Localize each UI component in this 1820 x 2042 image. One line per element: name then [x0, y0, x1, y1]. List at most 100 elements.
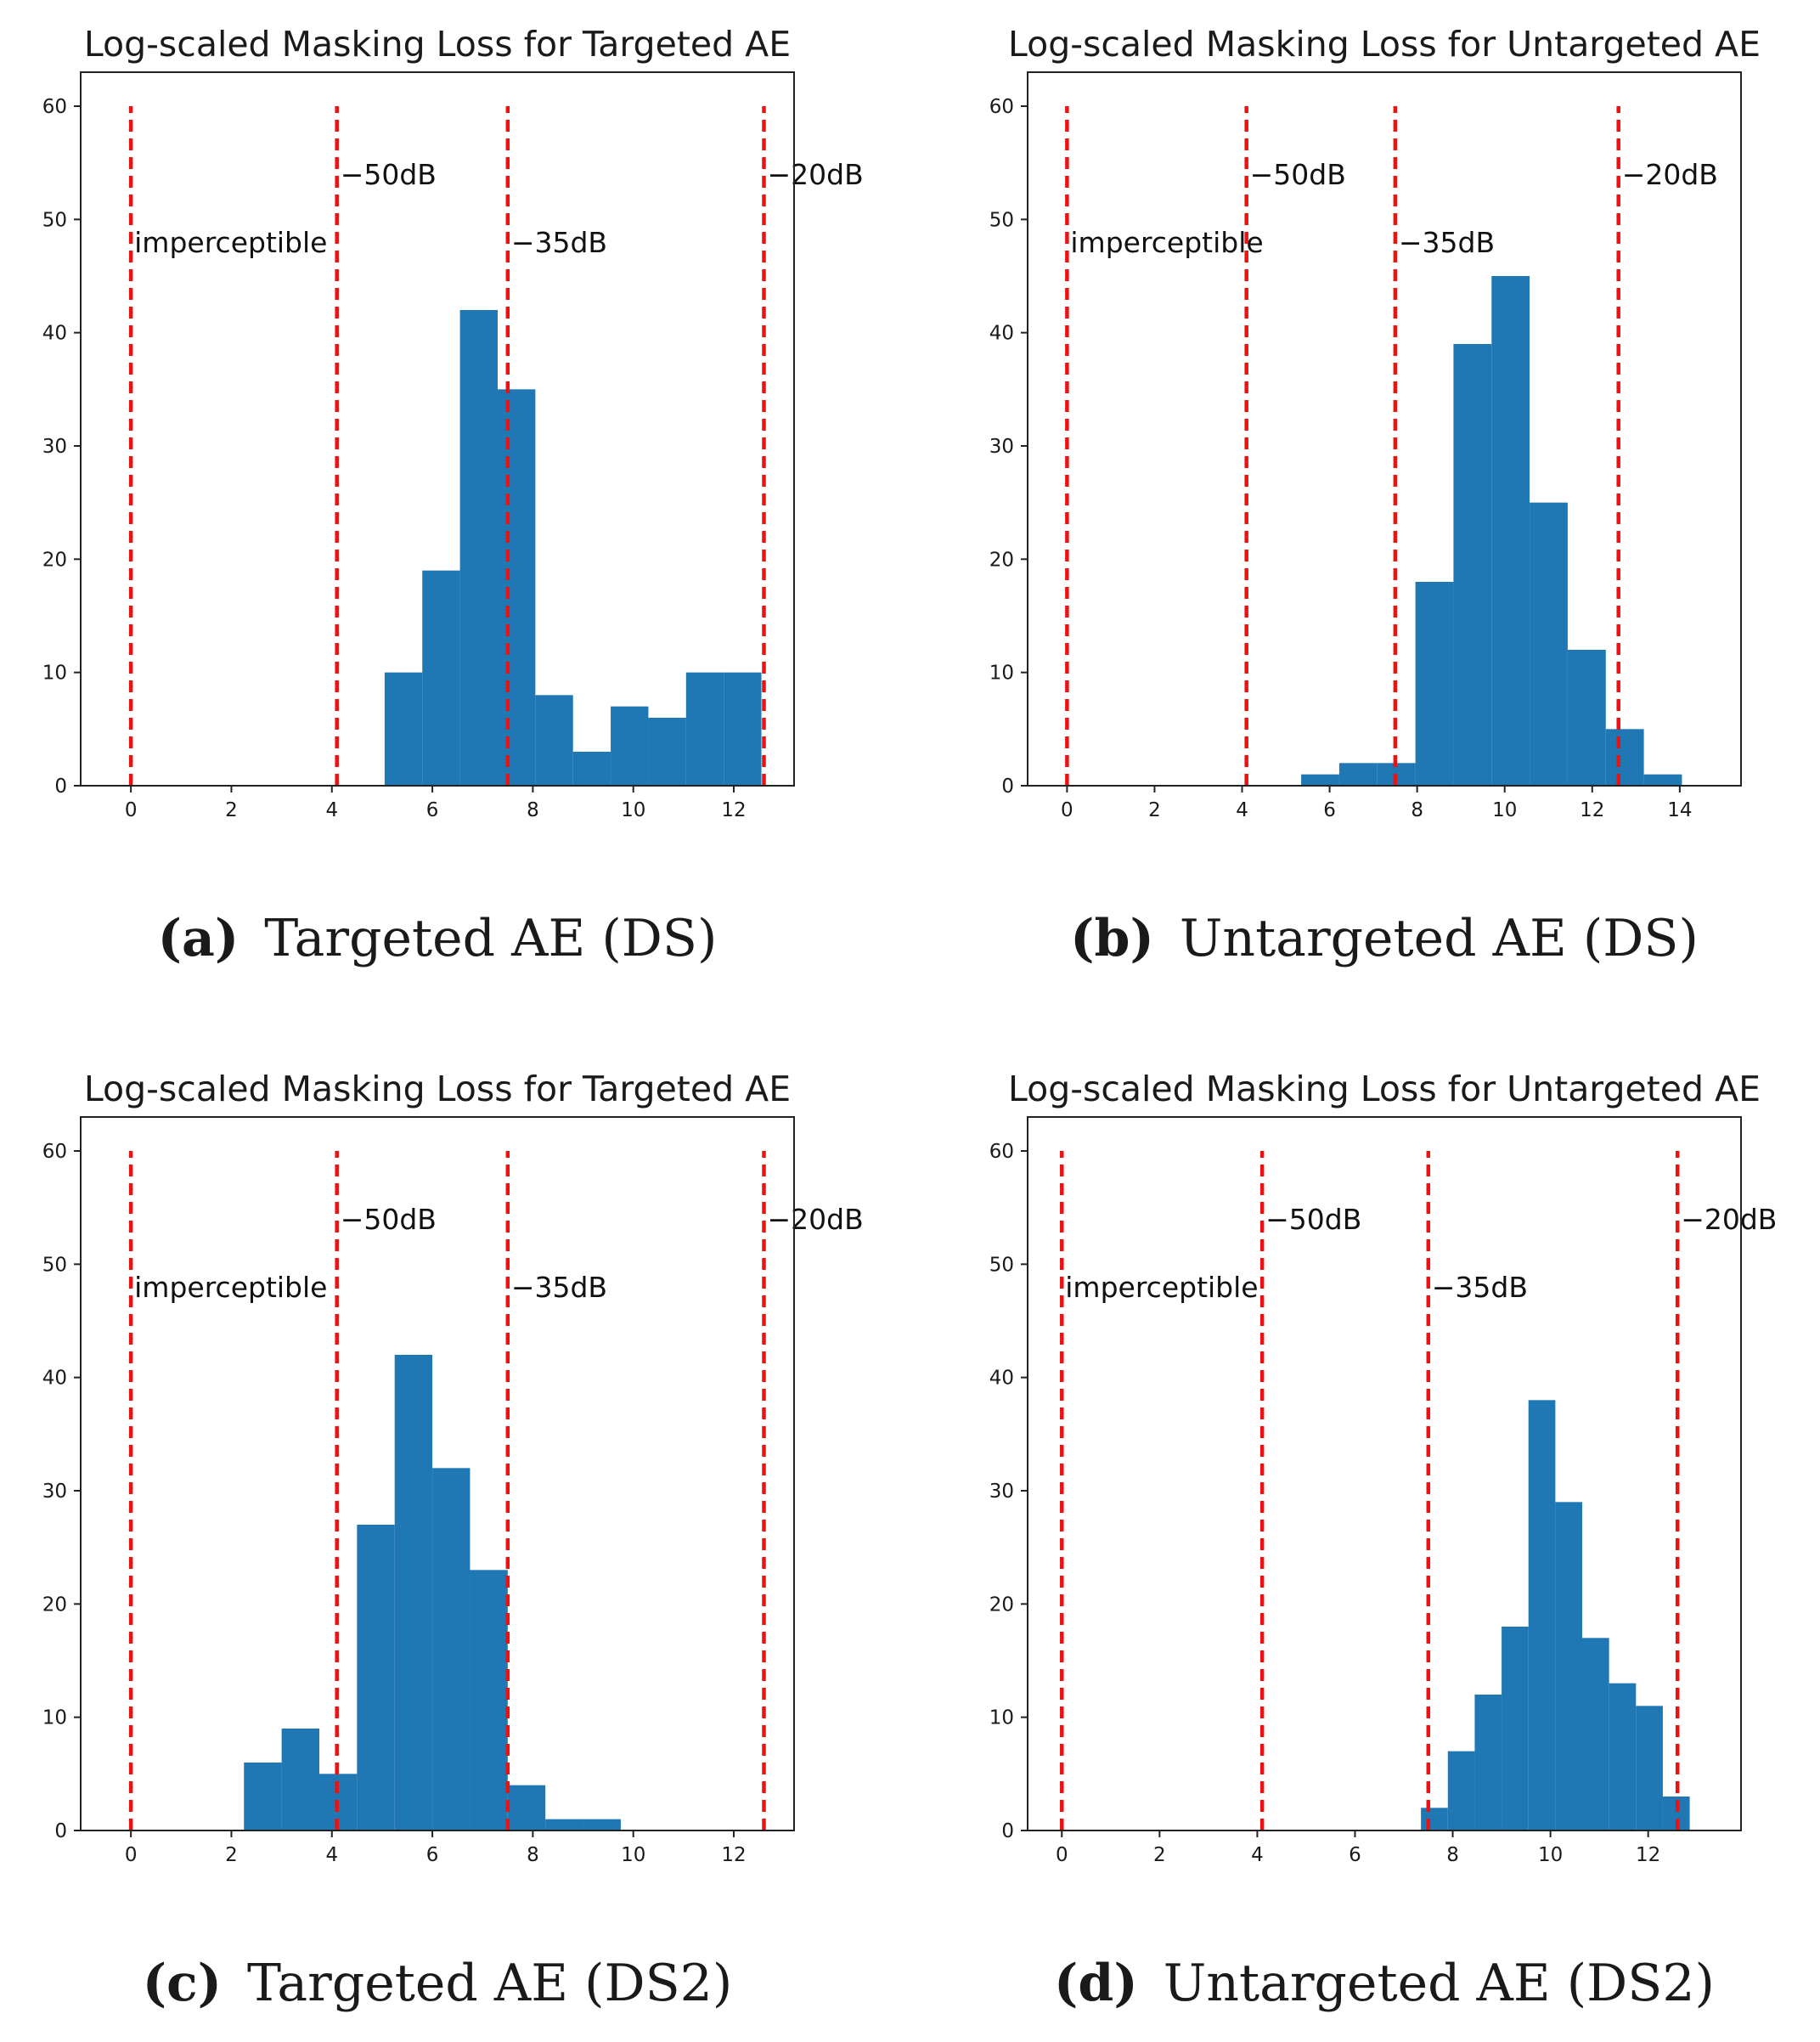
- histogram-bar: [281, 1729, 319, 1830]
- threshold-label: −50dB: [341, 1203, 437, 1236]
- histogram-bar: [394, 1355, 433, 1830]
- y-tick-label: 0: [1001, 1820, 1014, 1842]
- y-tick-label: 40: [42, 323, 67, 345]
- x-tick-label: 12: [721, 799, 746, 821]
- x-tick-label: 14: [1667, 799, 1692, 821]
- chart-panel-d: Log-scaled Masking Loss for Untargeted A…: [989, 1069, 1778, 2013]
- caption-text: Targeted AE (DS): [264, 909, 717, 968]
- y-tick-label: 10: [989, 663, 1014, 685]
- x-tick-label: 2: [1148, 799, 1161, 821]
- threshold-label: imperceptible: [134, 226, 327, 259]
- threshold-label: −35dB: [1432, 1271, 1528, 1304]
- y-tick-label: 60: [42, 96, 67, 118]
- threshold-label: imperceptible: [134, 1271, 327, 1304]
- histogram-bar: [1609, 1683, 1637, 1830]
- histogram-bar: [1338, 763, 1378, 786]
- histogram-bar: [1474, 1695, 1502, 1830]
- threshold-label: −20dB: [1622, 158, 1718, 191]
- histogram-bar: [497, 389, 536, 786]
- histogram-bar: [1447, 1751, 1475, 1830]
- axes-frame: [1027, 1116, 1742, 1831]
- y-tick-label: 10: [42, 663, 67, 685]
- threshold-label: −20dB: [768, 1203, 864, 1236]
- histogram-bar: [384, 672, 423, 786]
- histogram-bar: [535, 695, 573, 786]
- x-tick-label: 6: [426, 1844, 439, 1866]
- x-tick-label: 4: [1251, 1844, 1264, 1866]
- figure-caption: (c) Targeted AE (DS2): [143, 1954, 733, 2013]
- y-tick-label: 60: [989, 96, 1014, 118]
- histogram-bar: [1582, 1638, 1609, 1830]
- y-tick-label: 30: [989, 1481, 1014, 1503]
- y-tick-label: 30: [42, 436, 67, 458]
- y-tick-label: 40: [42, 1368, 67, 1390]
- caption-spacer: [1154, 909, 1180, 968]
- x-tick-label: 4: [1236, 799, 1248, 821]
- threshold-label: −20dB: [768, 158, 864, 191]
- x-tick-label: 12: [1636, 1844, 1660, 1866]
- y-tick-label: 40: [989, 1368, 1014, 1390]
- histogram-bar: [432, 1468, 470, 1830]
- histogram-bar: [1421, 1808, 1448, 1830]
- histogram-bar: [572, 752, 611, 786]
- histogram-bar: [422, 570, 460, 786]
- threshold-label: −35dB: [1399, 226, 1495, 259]
- threshold-label: imperceptible: [1070, 226, 1263, 259]
- x-tick-label: 12: [1580, 799, 1604, 821]
- histogram-bar: [1415, 582, 1454, 786]
- y-tick-label: 10: [989, 1707, 1014, 1729]
- y-tick-label: 20: [989, 1594, 1014, 1616]
- histogram-bar: [685, 672, 724, 786]
- histogram-bar: [1528, 1400, 1556, 1830]
- caption-spacer: [239, 909, 264, 968]
- x-tick-label: 10: [1492, 799, 1517, 821]
- histogram-bar: [244, 1763, 282, 1830]
- caption-text: Untargeted AE (DS): [1180, 909, 1699, 968]
- y-tick-label: 60: [42, 1141, 67, 1163]
- x-tick-label: 0: [1061, 799, 1073, 821]
- x-tick-label: 6: [426, 799, 439, 821]
- histogram-bar: [357, 1525, 395, 1830]
- chart-panel-a: Log-scaled Masking Loss for Targeted AE i…: [42, 24, 864, 968]
- chart-panel-b: Log-scaled Masking Loss for Untargeted A…: [989, 24, 1761, 968]
- y-tick-label: 60: [989, 1141, 1014, 1163]
- axes-frame: [80, 1116, 795, 1831]
- caption-label: (a): [158, 909, 239, 968]
- y-tick-label: 0: [54, 1820, 67, 1842]
- y-tick-label: 50: [42, 1254, 67, 1276]
- threshold-label: −50dB: [1265, 1203, 1361, 1236]
- histogram-bar: [545, 1819, 583, 1830]
- threshold-label: −20dB: [1681, 1203, 1777, 1236]
- threshold-label: −50dB: [341, 158, 437, 191]
- threshold-label: −35dB: [511, 1271, 607, 1304]
- y-tick-label: 20: [42, 1594, 67, 1616]
- x-tick-label: 8: [527, 1844, 539, 1866]
- caption-label: (d): [1054, 1954, 1138, 2013]
- y-tick-label: 20: [989, 549, 1014, 571]
- x-tick-label: 2: [1153, 1844, 1166, 1866]
- threshold-label: −35dB: [511, 226, 607, 259]
- x-tick-label: 8: [527, 799, 539, 821]
- histogram-bar: [470, 1570, 508, 1830]
- x-tick-label: 8: [1411, 799, 1423, 821]
- x-tick-label: 0: [125, 1844, 138, 1866]
- x-tick-label: 10: [621, 799, 645, 821]
- figure-caption: (b) Untargeted AE (DS): [1070, 909, 1699, 968]
- axes-frame: [1027, 71, 1742, 787]
- x-tick-label: 0: [125, 799, 138, 821]
- histogram-bar: [1491, 276, 1530, 786]
- y-tick-label: 20: [42, 549, 67, 571]
- chart-title: Log-scaled Masking Loss for Targeted AE: [84, 24, 791, 65]
- x-tick-label: 12: [721, 1844, 746, 1866]
- histogram-bar: [724, 672, 762, 786]
- histogram-bar: [1605, 729, 1644, 786]
- histogram-bar: [507, 1785, 546, 1830]
- histogram-bar: [459, 310, 498, 786]
- x-tick-label: 6: [1323, 799, 1336, 821]
- chart-title: Log-scaled Masking Loss for Untargeted A…: [1008, 24, 1761, 65]
- caption-label: (b): [1070, 909, 1154, 968]
- x-tick-label: 6: [1349, 1844, 1361, 1866]
- histogram-bar: [1502, 1627, 1529, 1830]
- x-tick-label: 0: [1056, 1844, 1068, 1866]
- y-tick-label: 10: [42, 1707, 67, 1729]
